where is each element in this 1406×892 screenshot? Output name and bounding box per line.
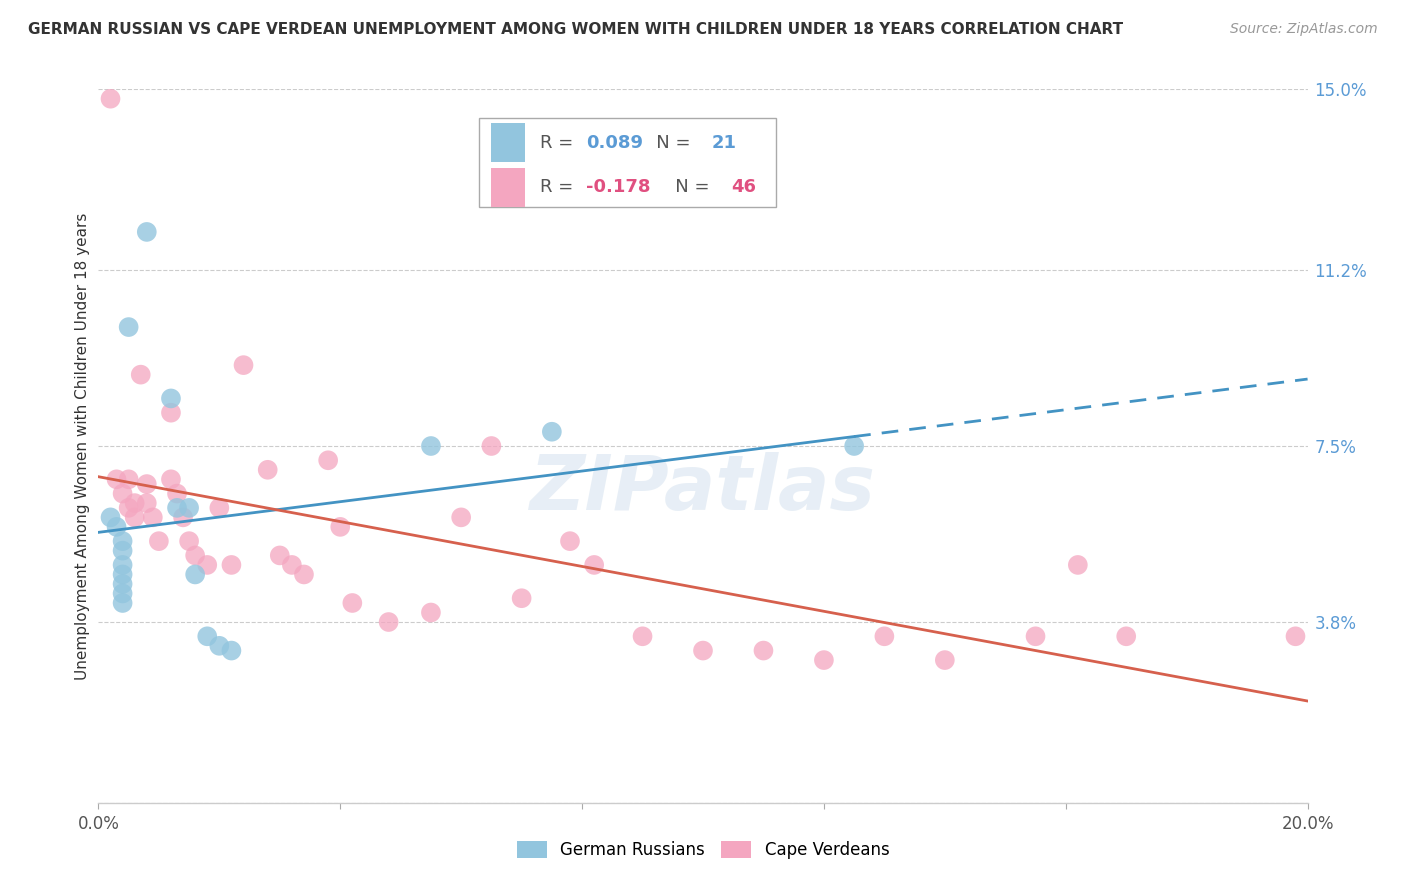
- Point: [135, 225, 157, 239]
- Point: [118, 500, 141, 515]
- Point: [124, 510, 146, 524]
- Point: [934, 653, 956, 667]
- Point: [316, 453, 339, 467]
- Point: [420, 606, 443, 620]
- Text: R =: R =: [540, 134, 579, 152]
- Point: [692, 643, 714, 657]
- Point: [179, 500, 201, 515]
- Point: [100, 92, 122, 106]
- Point: [135, 496, 157, 510]
- Point: [135, 477, 157, 491]
- Text: Source: ZipAtlas.com: Source: ZipAtlas.com: [1230, 22, 1378, 37]
- Point: [111, 534, 134, 549]
- Point: [118, 472, 141, 486]
- Point: [1284, 629, 1306, 643]
- Point: [111, 543, 134, 558]
- Point: [281, 558, 304, 572]
- Point: [208, 500, 231, 515]
- Text: 0.089: 0.089: [586, 134, 643, 152]
- Point: [221, 643, 243, 657]
- Y-axis label: Unemployment Among Women with Children Under 18 years: Unemployment Among Women with Children U…: [75, 212, 90, 680]
- Point: [105, 472, 128, 486]
- Point: [1067, 558, 1090, 572]
- Point: [184, 567, 207, 582]
- Point: [208, 639, 231, 653]
- Point: [873, 629, 896, 643]
- Point: [124, 496, 146, 510]
- Point: [118, 320, 141, 334]
- Point: [329, 520, 352, 534]
- Point: [813, 653, 835, 667]
- Point: [583, 558, 606, 572]
- Point: [160, 406, 183, 420]
- Point: [142, 510, 165, 524]
- Point: [1115, 629, 1137, 643]
- Point: [179, 534, 201, 549]
- Point: [256, 463, 278, 477]
- Point: [844, 439, 866, 453]
- Text: ZIPatlas: ZIPatlas: [530, 452, 876, 525]
- Point: [540, 425, 562, 439]
- Text: -0.178: -0.178: [586, 178, 650, 196]
- Point: [166, 486, 188, 500]
- Point: [111, 596, 134, 610]
- Text: 46: 46: [731, 178, 756, 196]
- Text: R =: R =: [540, 178, 579, 196]
- Point: [184, 549, 207, 563]
- Point: [111, 577, 134, 591]
- Point: [195, 629, 218, 643]
- Point: [160, 392, 183, 406]
- Point: [172, 510, 194, 524]
- Point: [510, 591, 533, 606]
- Point: [420, 439, 443, 453]
- FancyBboxPatch shape: [479, 118, 776, 207]
- Point: [558, 534, 581, 549]
- Text: N =: N =: [658, 178, 716, 196]
- Point: [111, 486, 134, 500]
- Point: [221, 558, 243, 572]
- Point: [342, 596, 364, 610]
- Point: [631, 629, 654, 643]
- Point: [481, 439, 503, 453]
- Bar: [492, 123, 526, 162]
- Point: [195, 558, 218, 572]
- Point: [129, 368, 152, 382]
- Point: [160, 472, 183, 486]
- Point: [111, 558, 134, 572]
- Point: [232, 358, 254, 372]
- Legend: German Russians, Cape Verdeans: German Russians, Cape Verdeans: [510, 834, 896, 866]
- Text: GERMAN RUSSIAN VS CAPE VERDEAN UNEMPLOYMENT AMONG WOMEN WITH CHILDREN UNDER 18 Y: GERMAN RUSSIAN VS CAPE VERDEAN UNEMPLOYM…: [28, 22, 1123, 37]
- Point: [269, 549, 291, 563]
- Point: [111, 567, 134, 582]
- Point: [450, 510, 472, 524]
- Point: [377, 615, 399, 629]
- Text: 21: 21: [711, 134, 737, 152]
- Point: [100, 510, 122, 524]
- Point: [148, 534, 170, 549]
- Point: [166, 500, 188, 515]
- Point: [292, 567, 315, 582]
- Point: [752, 643, 775, 657]
- Point: [111, 586, 134, 600]
- Bar: [492, 168, 526, 207]
- Point: [1024, 629, 1046, 643]
- Point: [105, 520, 128, 534]
- Text: N =: N =: [638, 134, 696, 152]
